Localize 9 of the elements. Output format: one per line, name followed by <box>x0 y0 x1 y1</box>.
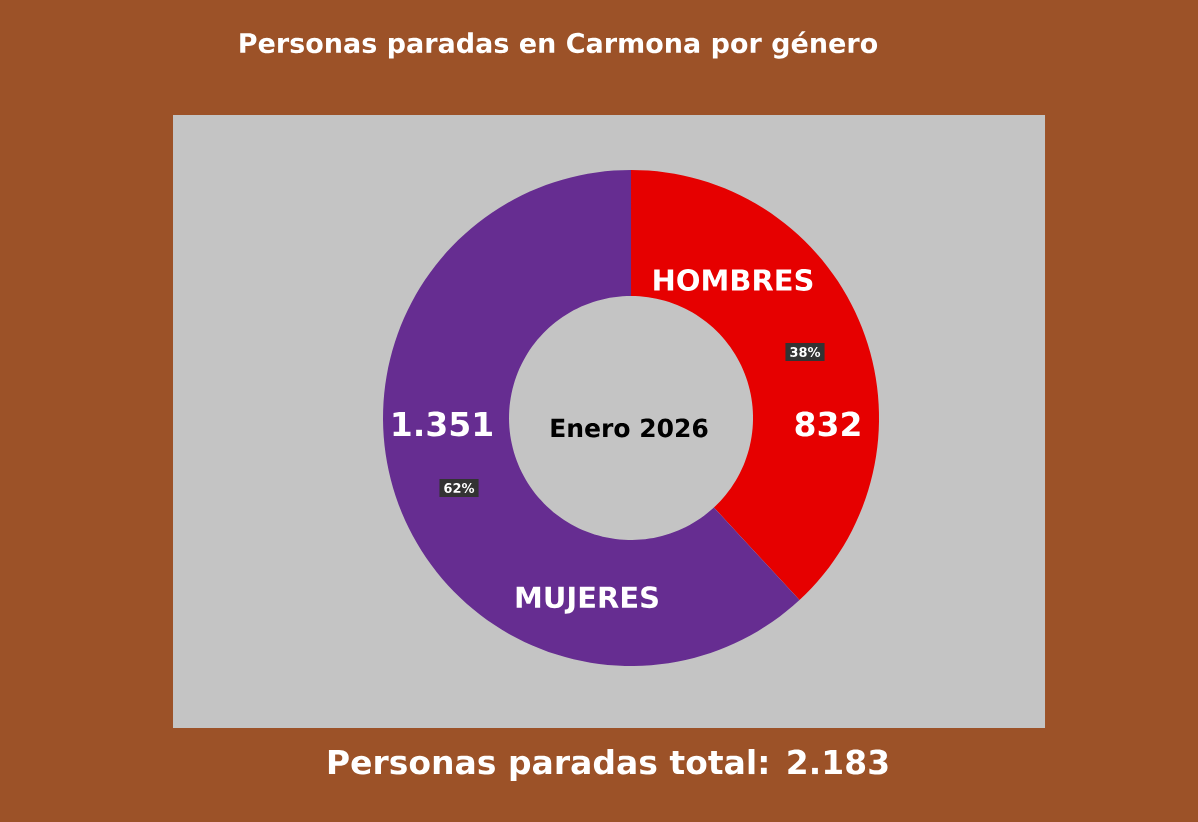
text: Enero 2026 <box>551 418 708 438</box>
chart-title: Personas paradas en Carmona por género <box>240 31 878 59</box>
text: 62% <box>444 483 475 493</box>
slice-label: MUJERES <box>516 586 658 614</box>
text: 38% <box>790 347 821 357</box>
data-label: 1.351 <box>393 411 492 437</box>
text: Personas paradas total: 2.183 <box>328 749 888 781</box>
slice-label: HOMBRES <box>654 269 813 291</box>
data-label: 832 <box>795 411 860 437</box>
